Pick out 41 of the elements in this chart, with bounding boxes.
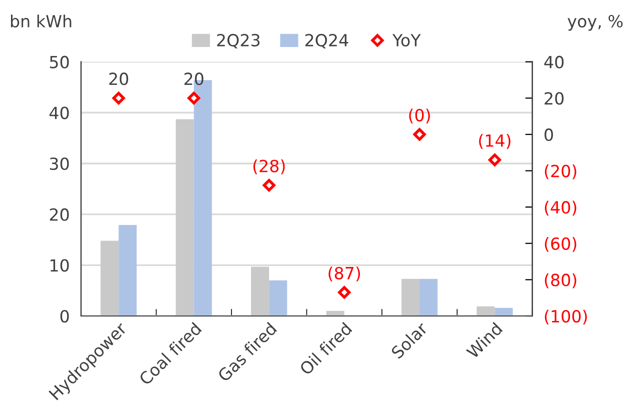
y2-axis-title: yoy, %	[568, 14, 623, 31]
point	[188, 92, 200, 104]
y2-tick-label: 20	[544, 92, 564, 105]
y-tick-label: 0	[60, 310, 69, 323]
bar	[269, 280, 288, 316]
y-tick-label: 20	[50, 208, 69, 221]
y-tick-label: 50	[50, 56, 69, 68]
y2-tick-label: (60)	[544, 237, 576, 252]
legend-label: YoY	[392, 34, 421, 46]
bar	[420, 278, 438, 316]
point	[262, 178, 276, 192]
y2-tick-label: (20)	[544, 164, 576, 180]
bar	[118, 225, 137, 316]
point	[338, 286, 351, 299]
data-label: 20	[184, 72, 204, 86]
point	[112, 92, 125, 104]
bar	[494, 308, 513, 316]
data-label: (87)	[328, 266, 360, 282]
y-axis-title: bn kWh	[11, 14, 72, 28]
y-tick-label: 30	[50, 157, 69, 170]
y2-tick-label: (100)	[544, 310, 587, 325]
point	[413, 128, 426, 141]
bar	[251, 266, 270, 316]
data-label: 20	[109, 72, 128, 86]
point	[488, 154, 502, 166]
y-tick-label: 40	[50, 106, 69, 120]
y2-tick-label: 0	[544, 128, 553, 141]
y2-tick-label: 40	[544, 56, 564, 68]
data-label: (14)	[479, 134, 510, 149]
bar	[476, 306, 495, 316]
bar	[176, 119, 194, 316]
data-label: (28)	[253, 159, 285, 174]
bar	[326, 310, 344, 316]
y2-tick-label: (80)	[544, 273, 576, 288]
bar	[100, 240, 119, 316]
legend-label: 2Q24	[305, 34, 348, 48]
legend-label: 2Q23	[217, 34, 260, 48]
bar	[401, 278, 420, 316]
y2-tick-label: (40)	[544, 200, 576, 216]
y-tick-label: 10	[50, 259, 69, 272]
data-label: (0)	[409, 108, 430, 124]
